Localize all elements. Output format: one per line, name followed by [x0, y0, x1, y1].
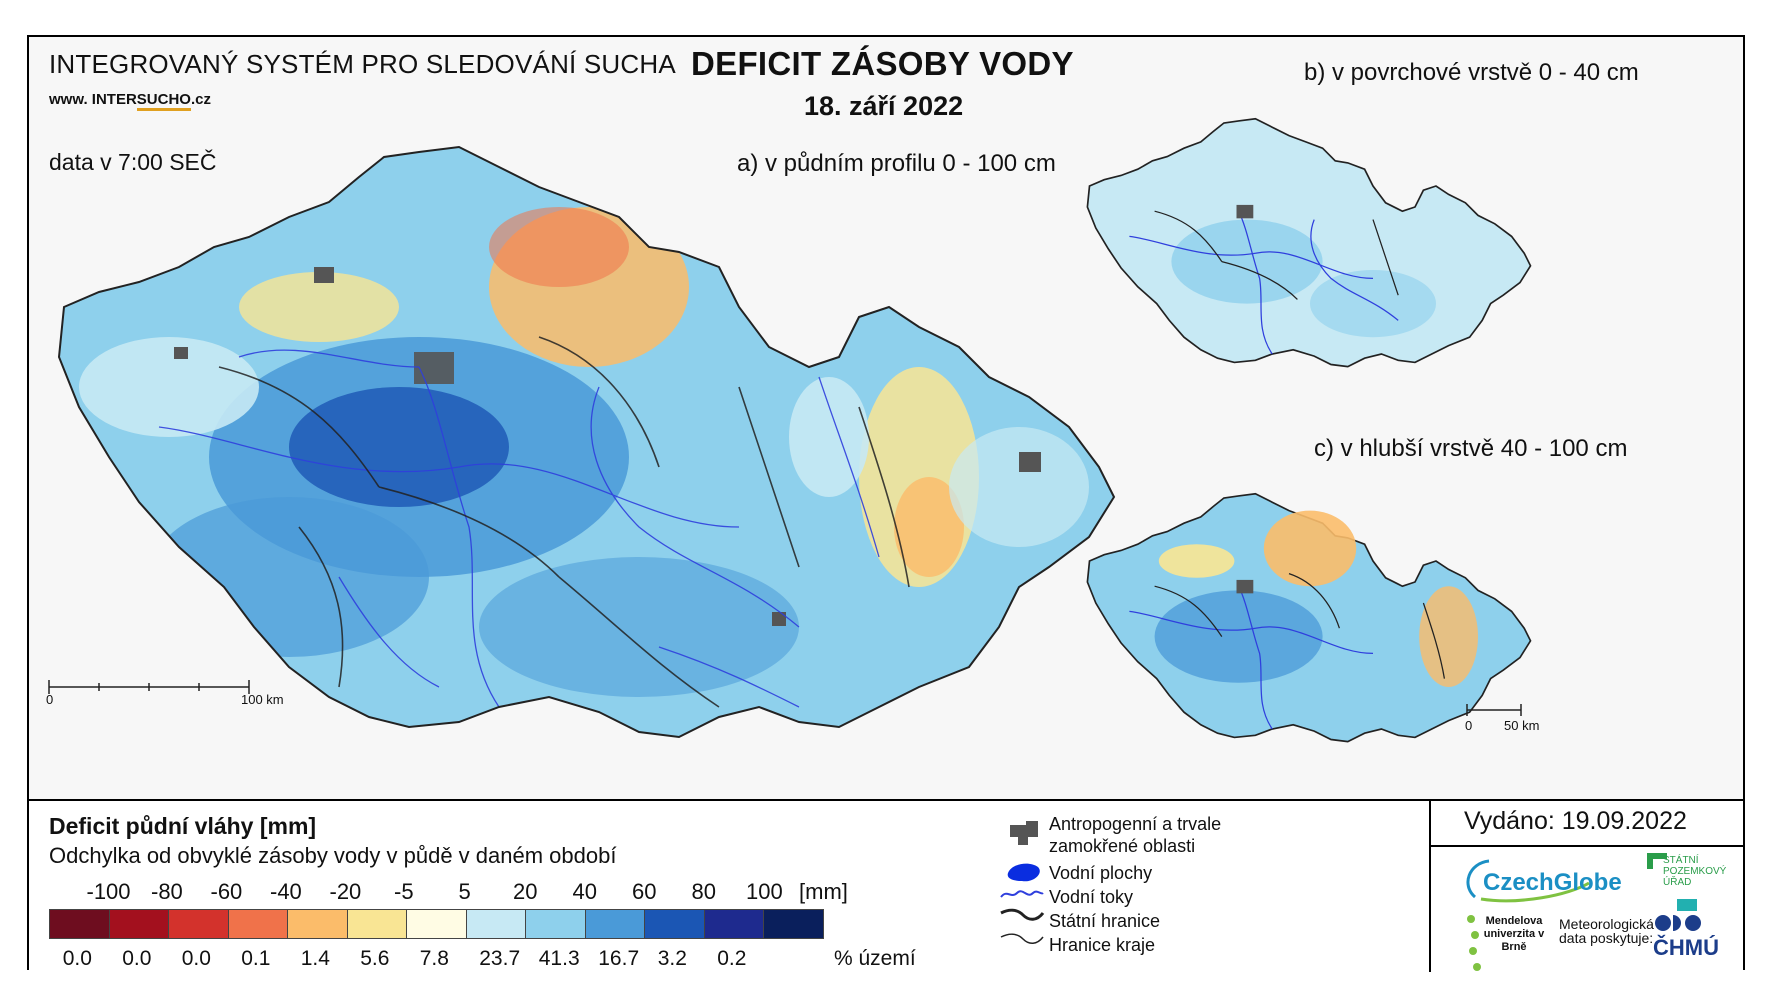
legend-state-border-label: Státní hranice	[1049, 911, 1161, 931]
legend-color-box	[49, 909, 110, 939]
legend-color-box	[584, 909, 645, 939]
legend-color-box	[644, 909, 705, 939]
map-sheet: INTEGROVANÝ SYSTÉM PRO SLEDOVÁNÍ SUCHA w…	[27, 35, 1745, 972]
legend-tick-label: -80	[151, 879, 183, 904]
website-link[interactable]: www. INTERSUCHO.cz	[49, 91, 211, 111]
map-date: 18. září 2022	[804, 91, 964, 121]
legend-percentage-value: 0.1	[241, 947, 271, 970]
legend-color-box	[703, 909, 764, 939]
legend-color-box	[763, 909, 824, 939]
legend-water-bodies-label: Vodní plochy	[1049, 863, 1153, 883]
logos-panel: CzechGlobe STÁTNÍ POZEMKOVÝ ÚŘAD Mendelo…	[1431, 845, 1743, 974]
mendel-dots-icon	[1467, 915, 1481, 971]
legend-percentage-value: 7.8	[419, 947, 449, 970]
legend-tick-label: -40	[270, 879, 302, 904]
scale-main-end: 100 km	[241, 692, 284, 707]
legend-percentage-value: 23.7	[479, 947, 521, 970]
legend-percentage-value: 1.4	[300, 947, 330, 970]
legend-tick-label: 60	[632, 879, 657, 904]
legend-percentage-value: 0.0	[62, 947, 92, 970]
legend-rivers-label: Vodní toky	[1049, 887, 1134, 907]
czechglobe-logo-icon	[1466, 859, 1590, 903]
legend-percentage-value: 41.3	[538, 947, 580, 970]
scale-bar-small	[1466, 704, 1522, 716]
czechglobe-logo: CzechGlobe	[1483, 869, 1622, 896]
chmu-logo: ČHMÚ	[1653, 935, 1719, 960]
map-c-title: c) v hlubší vrstvě 40 - 100 cm	[1314, 435, 1628, 462]
legend-panel: Deficit půdní vláhy [mm] Odchylka od obv…	[29, 799, 1743, 972]
legend-tick-label: 5	[458, 879, 471, 904]
legend-percentage-value: 0.0	[181, 947, 211, 970]
river-icon	[1000, 890, 1044, 898]
legend-tick-label: 40	[572, 879, 597, 904]
anthropogenic-area-icon	[1010, 821, 1038, 845]
map-c-deeper-layer	[1086, 492, 1532, 743]
legend-tick-label: 20	[513, 879, 538, 904]
spu-logo: STÁTNÍ POZEMKOVÝ ÚŘAD	[1663, 855, 1727, 888]
legend-anthropogenic-label: Antropogenní a trvale zamokřené oblasti	[1049, 814, 1222, 856]
water-body-icon	[1007, 863, 1040, 882]
meteo-data-label: Meteorologická data poskytuje:	[1559, 916, 1654, 946]
chmu-logo-icon	[1655, 915, 1701, 931]
legend-percentage-value: 16.7	[598, 947, 640, 970]
legend-title: Deficit půdní vláhy [mm]	[49, 813, 317, 839]
legend-tick-label: -60	[210, 879, 243, 904]
scale-main-zero: 0	[46, 692, 54, 707]
map-b-title: b) v povrchové vrstvě 0 - 40 cm	[1304, 59, 1639, 86]
legend-color-box	[168, 909, 229, 939]
legend-region-border-label: Hranice kraje	[1049, 935, 1156, 955]
map-a-title: a) v půdním profilu 0 - 100 cm	[737, 150, 1056, 177]
legend-color-box	[108, 909, 169, 939]
spu-logo-icon	[1647, 853, 1667, 869]
legend-color-box	[465, 909, 526, 939]
data-time-label: data v 7:00 SEČ	[49, 149, 217, 175]
legend-percent-label: % území	[834, 947, 916, 970]
legend-divider	[1429, 801, 1431, 972]
scale-small-end: 50 km	[1504, 718, 1540, 733]
legend-percentage-value: 0.0	[122, 947, 152, 970]
legend-tick-label: -5	[394, 879, 414, 904]
state-border-icon	[1000, 908, 1045, 921]
legend-color-box	[346, 909, 407, 939]
legend-unit: [mm]	[799, 879, 848, 904]
legend-color-box	[227, 909, 288, 939]
legend-tick-label: 100	[746, 879, 783, 904]
main-title: DEFICIT ZÁSOBY VODY	[691, 45, 1074, 82]
legend-percentage-value: 3.2	[657, 947, 687, 970]
scale-bar-main	[48, 680, 250, 694]
legend-subtitle: Odchylka od obvyklé zásoby vody v půdě v…	[49, 843, 617, 868]
scale-small-zero: 0	[1465, 718, 1473, 733]
spu-mark-icon	[1677, 899, 1697, 911]
region-border-icon	[1000, 933, 1044, 944]
system-title: INTEGROVANÝ SYSTÉM PRO SLEDOVÁNÍ SUCHA	[49, 49, 676, 79]
legend-color-box	[406, 909, 467, 939]
legend-tick-label: -100	[86, 879, 131, 904]
legend-color-box	[525, 909, 586, 939]
map-b-surface-layer	[1086, 117, 1532, 368]
legend-percentage-value: 0.2	[717, 947, 747, 970]
legend-tick-label: -20	[329, 879, 362, 904]
legend-percentage-value: 5.6	[360, 947, 390, 970]
issued-date: Vydáno: 19.09.2022	[1464, 807, 1687, 835]
map-a-total-profile	[48, 146, 1115, 738]
legend-color-box	[287, 909, 348, 939]
legend-tick-label: 80	[691, 879, 716, 904]
mendel-university-logo: Mendelova univerzita v Brně	[1483, 915, 1545, 953]
